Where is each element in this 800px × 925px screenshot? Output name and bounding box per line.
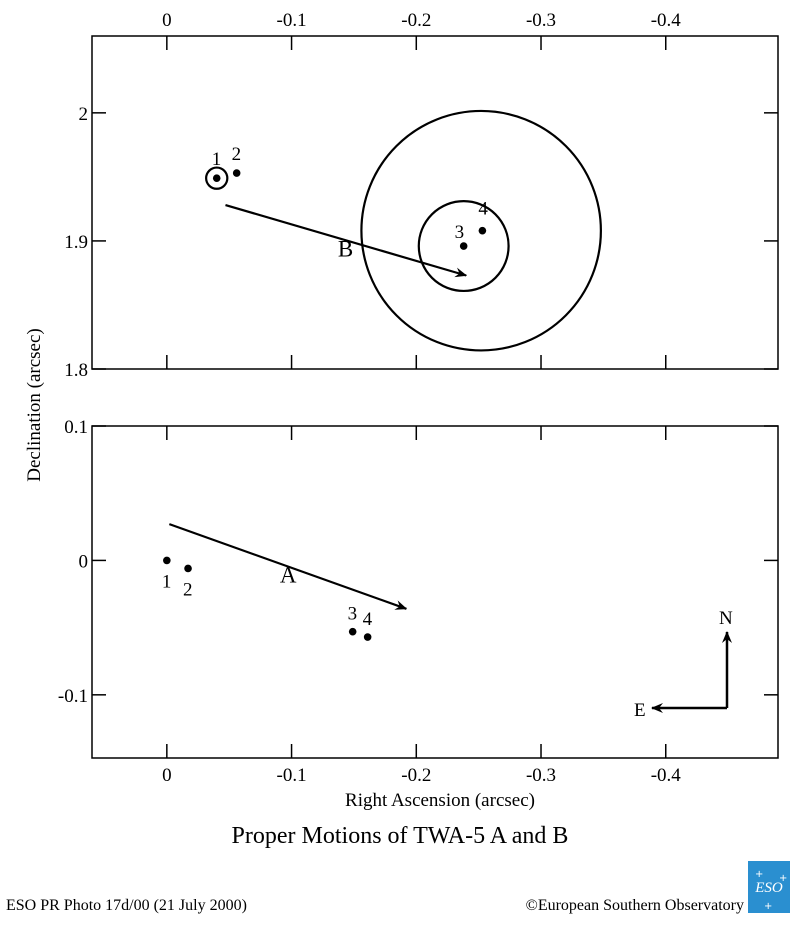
point-label: 4 (363, 609, 373, 630)
error-circle (205, 166, 229, 190)
bottom-x-axis: 0 -0.1 -0.2 -0.3 -0.4 (162, 765, 681, 786)
top-x-tick-label: -0.1 (277, 10, 307, 31)
panel-twa5-b: 21.91.8B1 234 (64, 35, 779, 381)
top-x-tick-label: -0.2 (401, 10, 431, 31)
motion-arrow (168, 523, 408, 610)
bottom-x-tick-label: 0 (162, 765, 172, 786)
bottom-x-tick-label: -0.1 (277, 765, 307, 786)
y-tick-label: 2 (79, 104, 89, 125)
arrow-label: B (338, 236, 353, 261)
data-point (348, 627, 357, 636)
y-tick-label: 0 (79, 551, 89, 572)
eso-logo-mark: ESO + + + (754, 869, 787, 912)
svg-text:+: + (779, 873, 787, 884)
y-tick-label: 1.9 (64, 232, 88, 253)
y-tick-label: 0.1 (64, 417, 88, 438)
panel-twa5-a: 0.1 0 -0.1 A 1 2 3 4 (58, 417, 779, 759)
panel-frame (91, 35, 779, 370)
bottom-x-tick-label: -0.3 (526, 765, 556, 786)
point-label: 2 (183, 579, 193, 600)
point-label: 3 (455, 222, 465, 243)
data-point (478, 226, 487, 235)
arrow-label: A (280, 562, 297, 587)
data-point (459, 242, 468, 250)
y-axis-title: Declination (arcsec) (24, 328, 45, 482)
compass-rose: N E (634, 608, 733, 721)
svg-text:+: + (755, 869, 763, 880)
top-x-tick-label: -0.4 (651, 10, 682, 31)
chart-title: Proper Motions of TWA-5 A and B (231, 823, 569, 849)
copyright: ©European Southern Observatory (525, 897, 744, 914)
compass-east-label: E (634, 700, 646, 721)
data-point (212, 174, 221, 182)
point-label: 4 (478, 199, 488, 220)
error-circle (360, 109, 602, 352)
x-axis-title: Right Ascension (arcsec) (345, 790, 535, 811)
top-x-tick-label: 0 (162, 10, 172, 31)
data-point (184, 564, 192, 573)
y-tick-label: 1.8 (64, 360, 88, 381)
data-point (232, 169, 241, 177)
photo-credit: ESO PR Photo 17d/00 (21 July 2000) (6, 897, 247, 914)
top-x-axis: 0 -0.1 -0.2 -0.3 -0.4 (162, 10, 681, 31)
point-label: 1 (212, 149, 222, 170)
compass-north-label: N (719, 608, 733, 629)
data-point (163, 556, 171, 565)
point-label: 1 (162, 571, 172, 592)
motion-arrow (225, 204, 468, 278)
bottom-x-tick-label: -0.4 (651, 765, 682, 786)
data-point (363, 633, 372, 641)
panel-frame (91, 425, 779, 759)
y-tick-label: -0.1 (58, 686, 88, 707)
error-circle (417, 200, 510, 293)
svg-text:+: + (764, 901, 772, 912)
point-label: 2 (232, 144, 242, 165)
point-label: 3 (348, 604, 358, 625)
eso-logo: ESO + + + (748, 861, 790, 913)
bottom-x-tick-label: -0.2 (401, 765, 431, 786)
eso-logo-text: ESO (754, 880, 783, 896)
top-x-tick-label: -0.3 (526, 10, 556, 31)
